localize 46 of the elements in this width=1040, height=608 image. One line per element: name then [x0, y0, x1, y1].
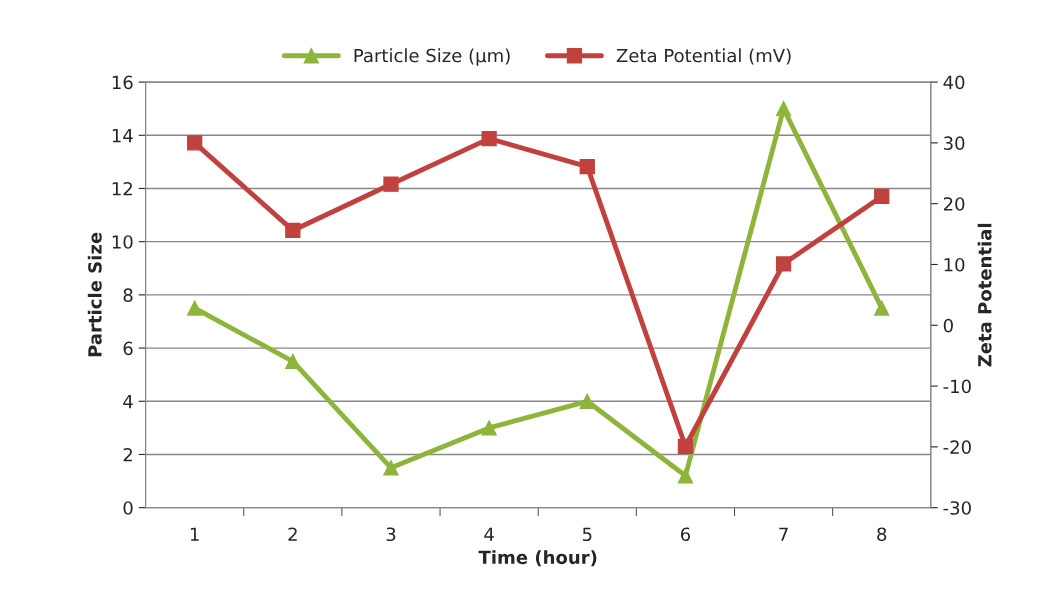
point: [579, 158, 595, 175]
x-tick-label: 2: [288, 527, 297, 541]
y2-tick-label: 40: [943, 75, 965, 90]
y2-tick-label: 20: [943, 197, 965, 211]
x-tick-label: 3: [386, 527, 396, 542]
y-tick-label: 2: [123, 447, 132, 462]
x-tick-label: 7: [779, 527, 788, 541]
x-axis-title: Time (hour): [478, 550, 597, 567]
y-tick-label: 0: [123, 501, 133, 515]
point: [285, 353, 301, 370]
y2-tick-label: 10: [944, 257, 965, 272]
y-tick-label: 10: [112, 235, 133, 249]
y2-tick-label: 0: [943, 318, 953, 333]
point: [775, 256, 792, 272]
y2-tick-label: -10: [943, 379, 971, 394]
y2-tick-label: 30: [943, 136, 965, 150]
x-tick-label: 1: [190, 527, 199, 541]
point: [677, 438, 694, 454]
x-tick-label: 8: [877, 527, 887, 542]
y2-tick-label: -20: [943, 440, 971, 454]
y-tick-label: 6: [123, 341, 133, 356]
point: [874, 300, 890, 316]
legend-label: Zeta Potential (mV): [616, 48, 791, 65]
point: [383, 460, 399, 476]
point: [775, 101, 792, 117]
y-tick-label: 16: [112, 75, 133, 90]
y-tick-label: 14: [112, 128, 133, 143]
y-axis-title: Particle Size: [87, 232, 102, 357]
y2-tick-label: -30: [943, 501, 971, 515]
point: [677, 468, 694, 484]
point: [874, 188, 890, 205]
x-tick-label: 6: [680, 527, 691, 542]
y2-axis-title: Zeta Potential: [977, 223, 992, 367]
legend-label: Particle Size (µm): [354, 48, 510, 66]
y-tick-label: 12: [112, 181, 132, 196]
point: [579, 393, 595, 409]
point: [187, 300, 203, 316]
y-tick-label: 8: [123, 288, 133, 302]
x-tick-label: 4: [484, 527, 494, 541]
point: [187, 135, 203, 151]
point: [481, 420, 497, 436]
x-tick-label: 5: [582, 527, 592, 542]
point: [481, 130, 497, 147]
point: [285, 222, 301, 239]
point: [383, 176, 399, 192]
y-tick-label: 4: [123, 394, 133, 409]
